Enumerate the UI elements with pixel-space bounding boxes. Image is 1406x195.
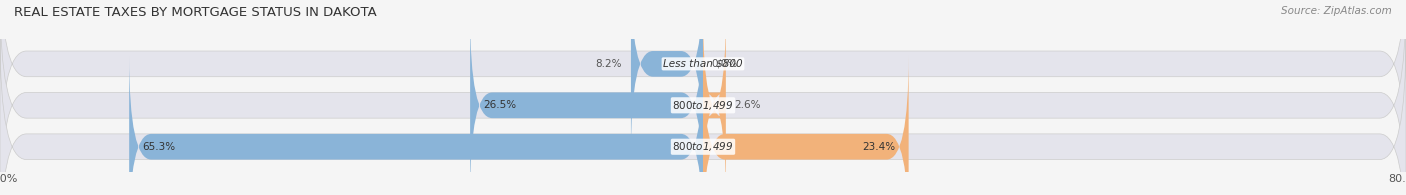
Text: 2.6%: 2.6% — [734, 100, 761, 110]
FancyBboxPatch shape — [703, 56, 908, 195]
Text: REAL ESTATE TAXES BY MORTGAGE STATUS IN DAKOTA: REAL ESTATE TAXES BY MORTGAGE STATUS IN … — [14, 6, 377, 19]
FancyBboxPatch shape — [0, 35, 1406, 195]
Text: 26.5%: 26.5% — [484, 100, 516, 110]
Text: Less than $800: Less than $800 — [664, 59, 742, 69]
FancyBboxPatch shape — [470, 15, 703, 195]
Text: 23.4%: 23.4% — [862, 142, 896, 152]
Text: 0.0%: 0.0% — [711, 59, 738, 69]
Text: $800 to $1,499: $800 to $1,499 — [672, 99, 734, 112]
FancyBboxPatch shape — [129, 56, 703, 195]
FancyBboxPatch shape — [631, 0, 703, 155]
FancyBboxPatch shape — [703, 15, 725, 195]
Text: Source: ZipAtlas.com: Source: ZipAtlas.com — [1281, 6, 1392, 16]
Text: 65.3%: 65.3% — [142, 142, 176, 152]
FancyBboxPatch shape — [0, 0, 1406, 175]
Text: 8.2%: 8.2% — [596, 59, 621, 69]
Text: $800 to $1,499: $800 to $1,499 — [672, 140, 734, 153]
